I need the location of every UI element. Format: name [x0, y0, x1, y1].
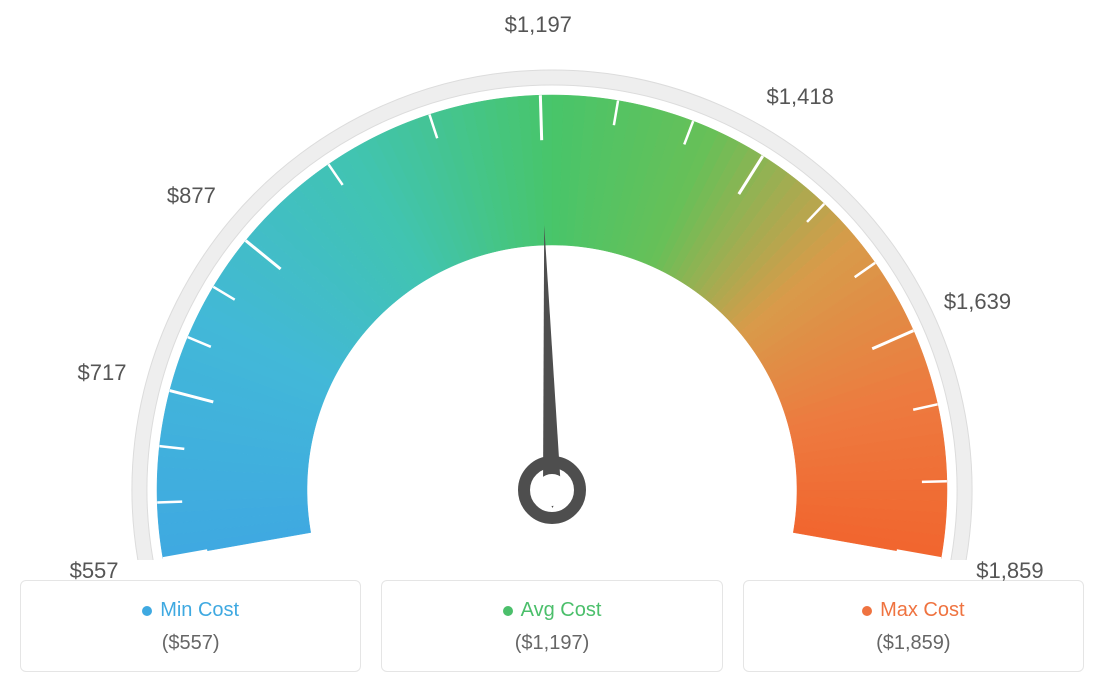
- gauge-area: $557$717$877$1,197$1,418$1,639$1,859: [20, 20, 1084, 560]
- legend-title-text-min: Min Cost: [160, 599, 239, 622]
- legend-card-max: Max Cost ($1,859): [743, 580, 1084, 672]
- legend-title-text-avg: Avg Cost: [521, 599, 602, 622]
- legend-value-min: ($557): [31, 632, 350, 655]
- dot-min: [142, 606, 152, 616]
- gauge-tick-label: $1,859: [976, 558, 1043, 584]
- dot-avg: [503, 606, 513, 616]
- legend-row: Min Cost ($557) Avg Cost ($1,197) Max Co…: [20, 580, 1084, 672]
- legend-title-avg: Avg Cost: [392, 599, 711, 622]
- legend-title-text-max: Max Cost: [880, 599, 964, 622]
- gauge-tick-label: $1,197: [505, 12, 572, 38]
- legend-value-avg: ($1,197): [392, 632, 711, 655]
- gauge-tick-label: $557: [70, 558, 119, 584]
- gauge-svg: [20, 20, 1084, 560]
- dot-max: [862, 606, 872, 616]
- gauge-tick-label: $717: [77, 360, 126, 386]
- legend-title-max: Max Cost: [754, 599, 1073, 622]
- legend-card-min: Min Cost ($557): [20, 580, 361, 672]
- legend-card-avg: Avg Cost ($1,197): [381, 580, 722, 672]
- legend-value-max: ($1,859): [754, 632, 1073, 655]
- gauge-tick-label: $1,639: [944, 289, 1011, 315]
- legend-title-min: Min Cost: [31, 599, 350, 622]
- cost-gauge-widget: $557$717$877$1,197$1,418$1,639$1,859 Min…: [20, 20, 1084, 672]
- gauge-tick-label: $877: [167, 183, 216, 209]
- gauge-tick-label: $1,418: [767, 84, 834, 110]
